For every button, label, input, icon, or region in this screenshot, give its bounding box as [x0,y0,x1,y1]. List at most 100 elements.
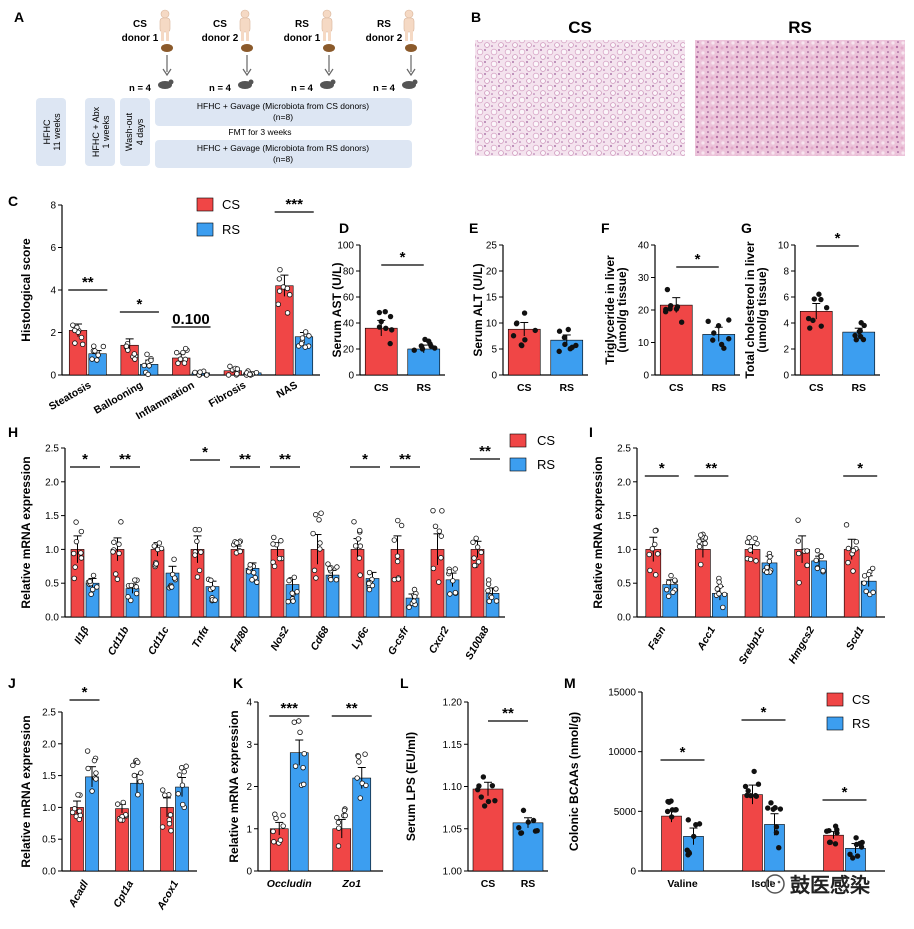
data-point [378,318,384,325]
data-point [485,581,492,587]
data-point [311,567,318,574]
x-tick-label: Fibrosis [207,379,249,410]
data-point [446,568,453,575]
data-point [123,343,130,349]
x-tick-label: Inflammation [134,379,197,422]
data-point [696,821,703,827]
significance-label: ** [279,451,291,468]
data-point [84,748,91,754]
data-point [476,783,482,789]
x-tick-label: Cpt1a [111,878,136,909]
data-point [113,571,119,577]
panel-b: B CS RS [471,9,905,156]
data-point [861,580,867,586]
data-point [478,549,484,556]
data-point [715,323,722,329]
person-leg-icon [161,31,164,41]
person-leg-icon [241,31,244,41]
y-tick-label: 80 [343,267,355,278]
y-tick-label: 1.00 [443,867,463,878]
data-point [853,337,859,343]
x-tick-label: Ly6c [349,624,371,651]
step-box-washout [120,98,150,166]
bar [659,304,693,376]
data-point [284,285,291,292]
data-point [175,360,181,366]
x-tick-label: Hmgcs2 [786,624,817,666]
data-point [860,336,867,343]
data-point [250,569,257,576]
data-point [301,781,307,788]
data-point [698,532,704,538]
data-point [135,792,141,798]
data-point [128,582,135,589]
data-point [561,334,568,341]
histology-image-rs [695,40,905,156]
data-point [175,791,181,797]
data-point [664,808,671,815]
data-point [411,347,417,353]
data-point [166,821,173,827]
data-point [234,371,240,377]
data-point [276,276,283,282]
data-point [357,527,363,534]
data-point [94,584,100,590]
arrow-head-icon [406,68,416,77]
data-point [686,849,692,856]
data-point [436,579,442,585]
data-point [284,310,291,316]
mouse-head-icon [330,79,336,85]
data-point [705,318,711,325]
y-tick-label: 40 [638,241,650,252]
data-point [395,576,402,582]
y-tick-label: 2 [50,328,56,339]
y-tick-label: 20 [486,267,498,278]
significance-label: ** [502,705,514,722]
y-tick-label: 10 [638,338,650,349]
gavage-rs-label: HFHC + Gavage (Microbiota from RS donors… [197,143,369,153]
data-point [272,811,278,817]
data-point [95,352,101,358]
data-point [452,566,458,572]
data-point [667,306,673,312]
histology-title-rs: RS [788,18,812,37]
data-point [204,372,210,378]
data-point [116,541,122,547]
y-tick-label: 25 [486,241,498,252]
data-point [764,564,770,571]
data-point [773,824,780,830]
y-tick-label: 0 [50,371,56,382]
data-point [516,825,522,831]
chart-panel-e: E Serum ALT (U/L) 0 5 10 15 20 25 CS RS [469,220,588,394]
x-tick-label: Fasn [646,625,669,652]
data-point [432,523,439,529]
data-point [114,801,121,807]
y-axis-label: Relative mRNA expression [591,456,605,608]
y-axis-label: Histological score [19,238,33,342]
data-point [663,586,670,593]
significance-label: ** [399,451,411,468]
data-point [290,598,296,604]
data-point [91,757,98,764]
data-point [556,348,562,355]
data-point [316,517,322,523]
data-point [485,588,491,594]
x-tick-label: Occludin [267,878,312,890]
data-point [335,819,342,826]
bar-cs [150,549,165,618]
y-tick-label: 10 [778,241,790,252]
data-point [342,812,348,819]
y-tick-label: 4 [783,319,789,330]
data-point [382,309,388,315]
data-point [294,589,300,595]
bar-cs [68,330,88,376]
y-tick-label: 1.15 [443,740,463,751]
y-tick-label: 2 [783,345,789,356]
data-point [489,782,496,789]
y-tick-label: 1.0 [45,545,59,556]
y-tick-label: 1.0 [617,545,631,556]
data-point [814,547,821,554]
data-point [298,340,305,347]
data-point [772,805,778,811]
panel-label: C [8,193,18,209]
